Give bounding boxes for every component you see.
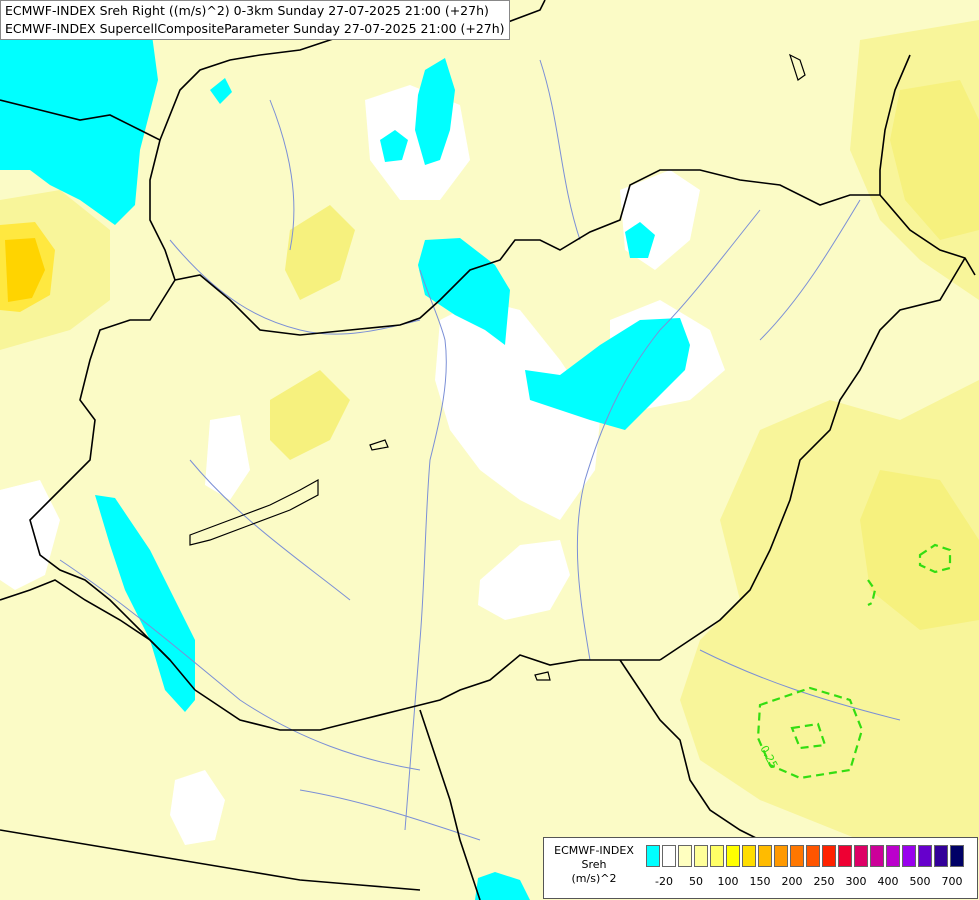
sreh-white-zone-west: [0, 480, 60, 590]
legend-swatch: [822, 845, 836, 867]
legend-tick-label: 300: [845, 875, 867, 888]
legend-tick-label: 150: [749, 875, 771, 888]
sreh-yellow-zone-north: [285, 205, 355, 300]
sreh-cyan-zone-north-small: [415, 58, 455, 165]
legend-swatch: [870, 845, 884, 867]
river-southeast: [699, 649, 901, 721]
scp-contour-east-small: [867, 579, 877, 606]
legend-swatch: [934, 845, 948, 867]
sreh-yellow-zone-southeast: [860, 470, 979, 630]
legend-swatch: [838, 845, 852, 867]
legend-tick-label: 700: [941, 875, 963, 888]
river-west: [169, 239, 421, 335]
border-croatia-bosnia: [0, 829, 421, 891]
legend-swatch: [742, 845, 756, 867]
lake-small-2: [788, 53, 806, 81]
color-legend: ECMWF-INDEX Sreh (m/s)^2 -20 50 100 150 200 2…: [543, 837, 978, 899]
sreh-cyan-zone-north-dot: [210, 78, 232, 104]
map-title-scp: ECMWF-INDEX SupercellCompositeParameter …: [5, 21, 505, 36]
legend-tick-label: 50: [689, 875, 703, 888]
river-east: [759, 199, 861, 341]
sreh-white-zone-lake: [205, 415, 250, 500]
sreh-cyan-zone-south: [475, 872, 530, 900]
legend-title-unit: (m/s)^2: [571, 872, 617, 885]
sreh-cyan-zone-balaton-south: [95, 495, 195, 712]
sreh-cyan-zone-northwest: [0, 10, 158, 225]
scp-contour-southeast: [756, 686, 864, 780]
sreh-white-zone-southwest: [170, 770, 225, 845]
border-croatia-serbia: [419, 709, 481, 900]
sreh-white-zone-center: [435, 300, 600, 520]
river-north: [269, 99, 295, 251]
legend-swatch: [726, 845, 740, 867]
legend-swatch: [790, 845, 804, 867]
sreh-orange-core-west: [5, 238, 45, 302]
border-hungary-west: [29, 279, 196, 691]
legend-swatch: [662, 845, 676, 867]
border-slovakia-austria: [0, 99, 176, 281]
legend-swatch: [886, 845, 900, 867]
scp-contour-southeast-inner: [790, 722, 827, 750]
lakes: [189, 53, 806, 681]
river-northeast: [539, 59, 581, 241]
border-romania-serbia: [619, 659, 761, 841]
legend-tick-label: 400: [877, 875, 899, 888]
legend-title-param: Sreh: [581, 858, 607, 871]
legend-swatch: [710, 845, 724, 867]
river-danube: [404, 269, 447, 831]
sreh-shading: [0, 10, 979, 900]
border-ukraine: [879, 54, 911, 195]
river-tisza: [576, 209, 761, 661]
scp-contour-east: [918, 543, 952, 574]
legend-tick-label: 200: [781, 875, 803, 888]
rivers: [59, 59, 901, 841]
legend-swatch: [950, 845, 964, 867]
legend-swatch: [806, 845, 820, 867]
sreh-yellow-zone-northeast-core: [890, 80, 979, 240]
lake-small-1: [369, 439, 389, 451]
border-hungary-east: [659, 257, 966, 661]
sreh-cyan-zone-north-spot: [380, 130, 408, 162]
legend-tick-label: 250: [813, 875, 835, 888]
map-title-box: ECMWF-INDEX Sreh Right ((m/s)^2) 0-3km S…: [0, 0, 510, 40]
legend-swatch: [902, 845, 916, 867]
sreh-yellow-zone-central: [270, 370, 350, 460]
sreh-white-zone-south: [478, 540, 570, 620]
lake-balaton: [189, 478, 319, 546]
legend-swatch: [678, 845, 692, 867]
border-hungary-north: [174, 169, 976, 336]
legend-title: ECMWF-INDEX Sreh (m/s)^2: [544, 844, 644, 886]
scp-contours: [756, 543, 952, 780]
sreh-cyan-zone-northeast-spot: [625, 222, 655, 258]
border-hungary-south: [194, 654, 660, 731]
map-title-sreh: ECMWF-INDEX Sreh Right ((m/s)^2) 0-3km S…: [5, 3, 489, 18]
legend-swatch: [694, 845, 708, 867]
legend-title-model: ECMWF-INDEX: [554, 844, 634, 857]
legend-swatch: [758, 845, 772, 867]
legend-tick-label: -20: [655, 875, 673, 888]
river-zala: [189, 459, 351, 601]
legend-swatch: [918, 845, 932, 867]
legend-swatch: [774, 845, 788, 867]
legend-tick-label: 500: [909, 875, 931, 888]
river-drava: [59, 559, 421, 771]
legend-swatch: [854, 845, 868, 867]
legend-swatch: [646, 845, 660, 867]
border-slovenia-croatia: [0, 579, 171, 661]
sreh-cyan-zone-east: [525, 318, 690, 430]
lake-small-3: [534, 671, 551, 681]
legend-tick-label: 100: [717, 875, 739, 888]
